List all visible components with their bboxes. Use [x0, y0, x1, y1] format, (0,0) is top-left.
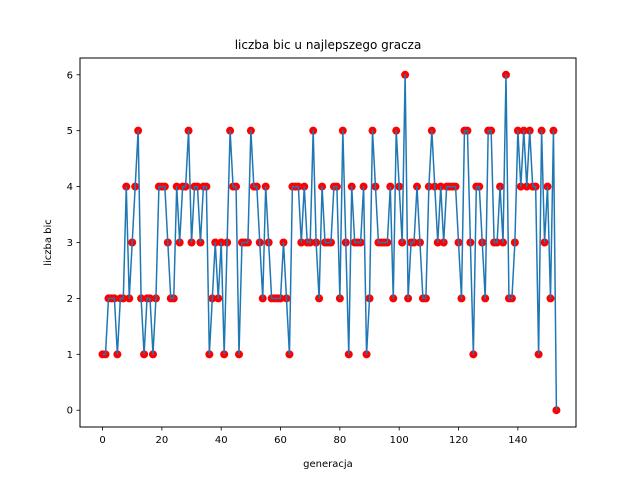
- x-tick-label: 100: [390, 435, 409, 446]
- plot-area: 0 20 40 60 80 100 120 140 0 1 2 3 4 5 6: [67, 57, 577, 446]
- y-tick-label: 3: [67, 238, 73, 249]
- x-tick-label: 20: [156, 435, 169, 446]
- x-tick-label: 80: [333, 435, 346, 446]
- y-tick-label: 0: [67, 406, 73, 417]
- series-line: [102, 74, 558, 411]
- y-tick-label: 6: [67, 70, 73, 81]
- chart-title: liczba bic u najlepszego gracza: [235, 38, 422, 52]
- y-tick-label: 1: [67, 350, 73, 361]
- series-layer: [98, 70, 561, 415]
- x-axis-label: generacja: [303, 459, 353, 470]
- y-axis-ticks: 0 1 2 3 4 5 6: [67, 70, 80, 417]
- x-tick-label: 140: [508, 435, 527, 446]
- x-tick-label: 60: [274, 435, 287, 446]
- x-tick-label: 40: [215, 435, 228, 446]
- y-axis-label: liczba bic: [43, 219, 54, 266]
- y-tick-label: 4: [67, 182, 73, 193]
- x-tick-label: 120: [449, 435, 468, 446]
- y-tick-label: 2: [67, 294, 73, 305]
- x-axis-ticks: 0 20 40 60 80 100 120 140: [99, 427, 527, 446]
- x-tick-label: 0: [99, 435, 105, 446]
- y-tick-label: 5: [67, 126, 73, 137]
